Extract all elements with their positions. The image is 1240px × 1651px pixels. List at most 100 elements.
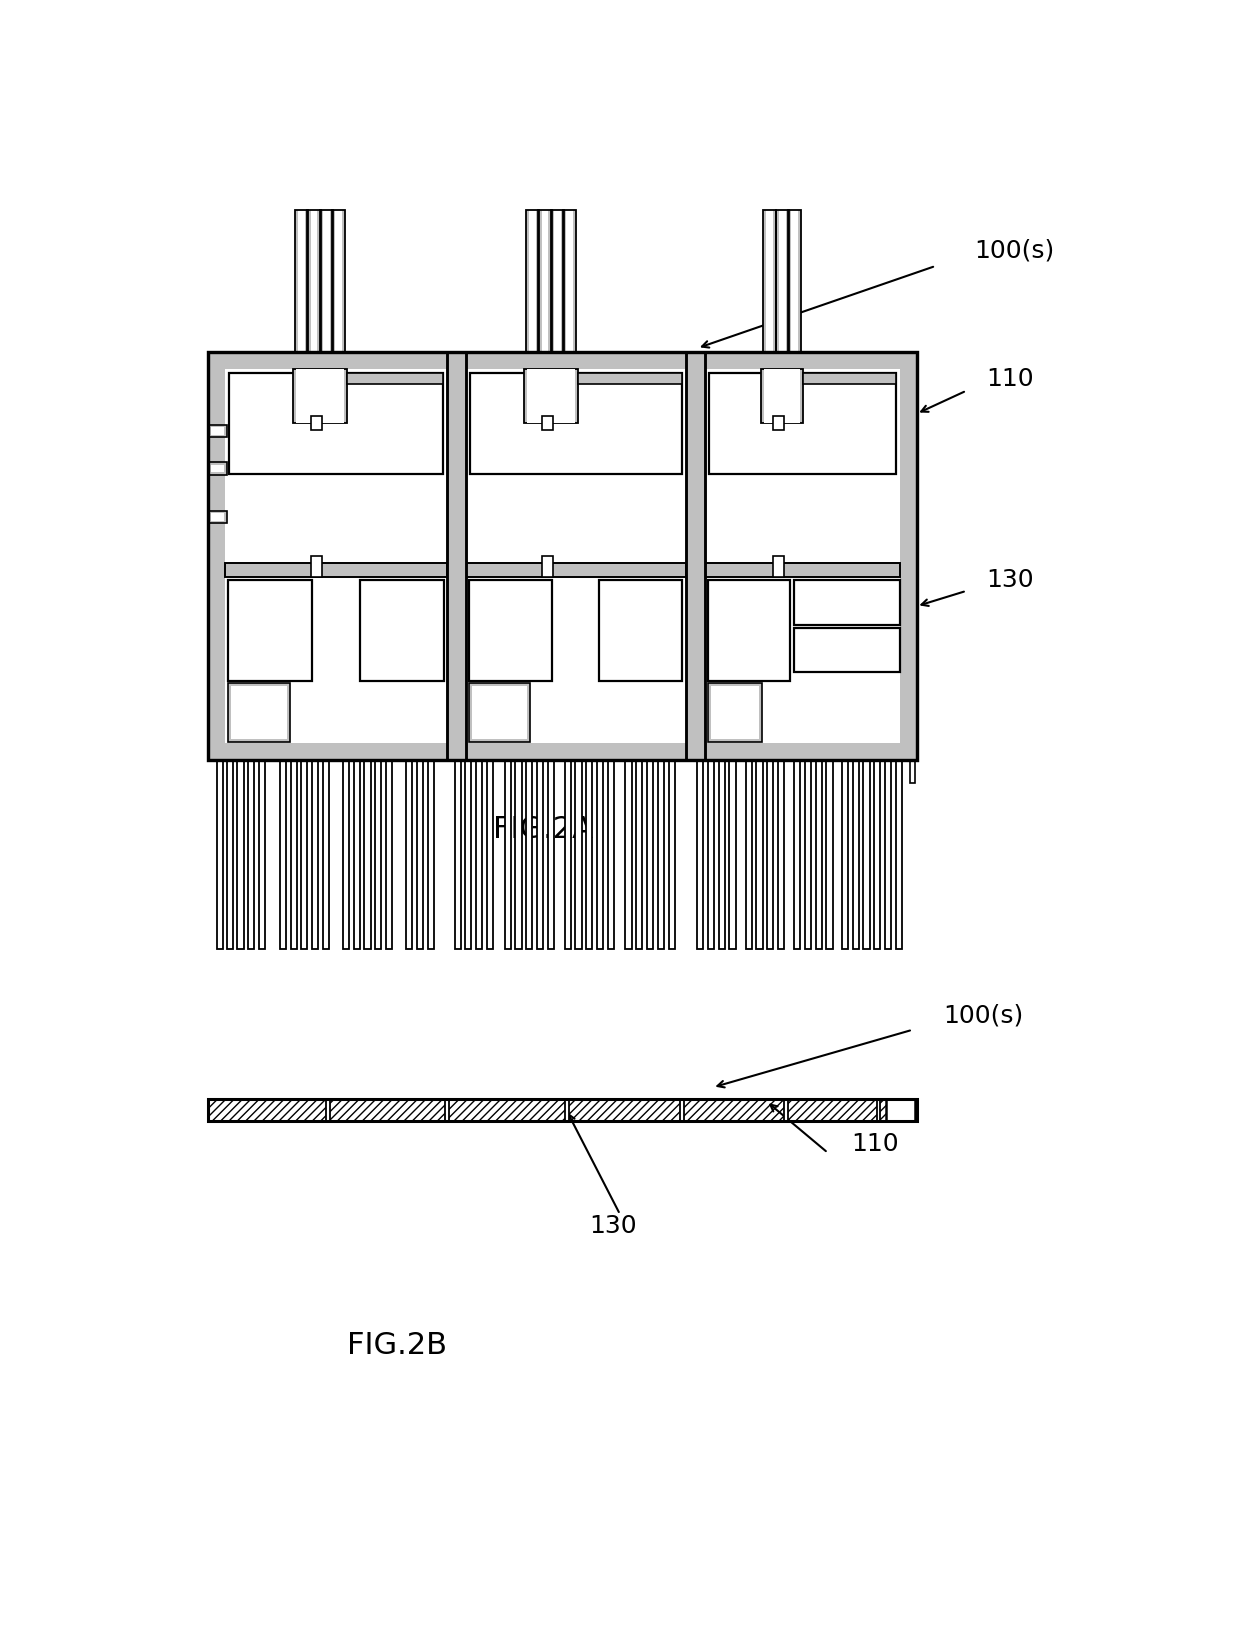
Bar <box>563 210 577 352</box>
Bar <box>322 759 329 949</box>
Text: 110: 110 <box>851 1131 899 1156</box>
Bar <box>237 759 243 949</box>
Bar <box>208 424 227 438</box>
Text: 100(s): 100(s) <box>975 238 1054 263</box>
Bar <box>542 210 548 352</box>
Bar <box>551 210 564 352</box>
Bar <box>794 580 899 624</box>
Bar <box>708 684 761 741</box>
Bar <box>527 370 574 423</box>
Bar <box>599 580 682 680</box>
Bar <box>776 210 789 352</box>
Bar <box>296 370 343 423</box>
Bar <box>465 759 471 949</box>
Bar <box>787 210 801 352</box>
Bar <box>548 759 554 949</box>
Bar <box>542 556 553 576</box>
Bar <box>636 759 642 949</box>
Bar <box>787 210 801 352</box>
Bar <box>768 759 774 949</box>
Bar <box>228 684 290 741</box>
Bar <box>708 373 895 474</box>
Bar <box>756 759 763 949</box>
Bar <box>290 759 296 949</box>
Bar <box>320 210 332 352</box>
Bar <box>208 510 227 523</box>
Bar <box>761 370 802 423</box>
Text: 130: 130 <box>986 568 1033 593</box>
Bar <box>776 210 789 352</box>
Bar <box>310 210 317 352</box>
Bar <box>208 1100 916 1121</box>
Bar <box>320 210 332 352</box>
Bar <box>353 759 360 949</box>
Bar <box>466 563 686 576</box>
Bar <box>231 685 286 740</box>
Bar <box>596 759 603 949</box>
Bar <box>365 759 371 949</box>
Bar <box>211 464 223 472</box>
Bar <box>347 373 443 383</box>
Bar <box>208 1100 916 1121</box>
Bar <box>910 759 915 783</box>
Bar <box>874 759 880 949</box>
Bar <box>542 416 553 429</box>
Bar <box>428 759 434 949</box>
Bar <box>208 352 916 759</box>
Bar <box>505 759 511 949</box>
Bar <box>794 627 899 672</box>
Bar <box>308 210 321 352</box>
Text: FIG.2A: FIG.2A <box>494 816 593 844</box>
Bar <box>764 210 776 352</box>
Text: 130: 130 <box>589 1213 637 1238</box>
Bar <box>658 759 663 949</box>
Bar <box>647 759 653 949</box>
Bar <box>784 1100 787 1121</box>
Bar <box>311 556 322 576</box>
Bar <box>311 416 322 429</box>
Bar <box>208 1100 916 1121</box>
Bar <box>217 759 223 949</box>
Bar <box>802 373 895 383</box>
Bar <box>777 759 784 949</box>
Bar <box>446 352 466 759</box>
Bar <box>914 1100 918 1121</box>
Bar <box>417 759 423 949</box>
Bar <box>226 563 446 576</box>
Bar <box>805 759 811 949</box>
Bar <box>259 759 265 949</box>
Bar <box>537 759 543 949</box>
Bar <box>332 210 345 352</box>
Bar <box>301 759 308 949</box>
Bar <box>719 759 725 949</box>
Bar <box>538 210 552 352</box>
Bar <box>208 352 916 759</box>
Bar <box>332 210 345 352</box>
Text: 100(s): 100(s) <box>944 1004 1024 1029</box>
Bar <box>551 210 564 352</box>
Bar <box>335 210 342 352</box>
Bar <box>686 352 704 759</box>
Bar <box>708 580 790 680</box>
Bar <box>455 759 461 949</box>
Bar <box>816 759 822 949</box>
Bar <box>704 370 899 743</box>
Bar <box>312 759 319 949</box>
Bar <box>227 759 233 949</box>
Bar <box>229 373 443 474</box>
Bar <box>564 759 570 949</box>
Bar <box>526 210 539 352</box>
Bar <box>472 685 527 740</box>
Bar <box>208 352 916 759</box>
Bar <box>681 1100 684 1121</box>
Bar <box>729 759 735 949</box>
Bar <box>608 759 614 949</box>
Bar <box>575 759 582 949</box>
Bar <box>538 210 552 352</box>
Bar <box>523 370 578 423</box>
Bar <box>563 210 577 352</box>
Bar <box>343 759 350 949</box>
Bar <box>708 759 714 949</box>
Bar <box>877 1100 880 1121</box>
Bar <box>567 210 573 352</box>
